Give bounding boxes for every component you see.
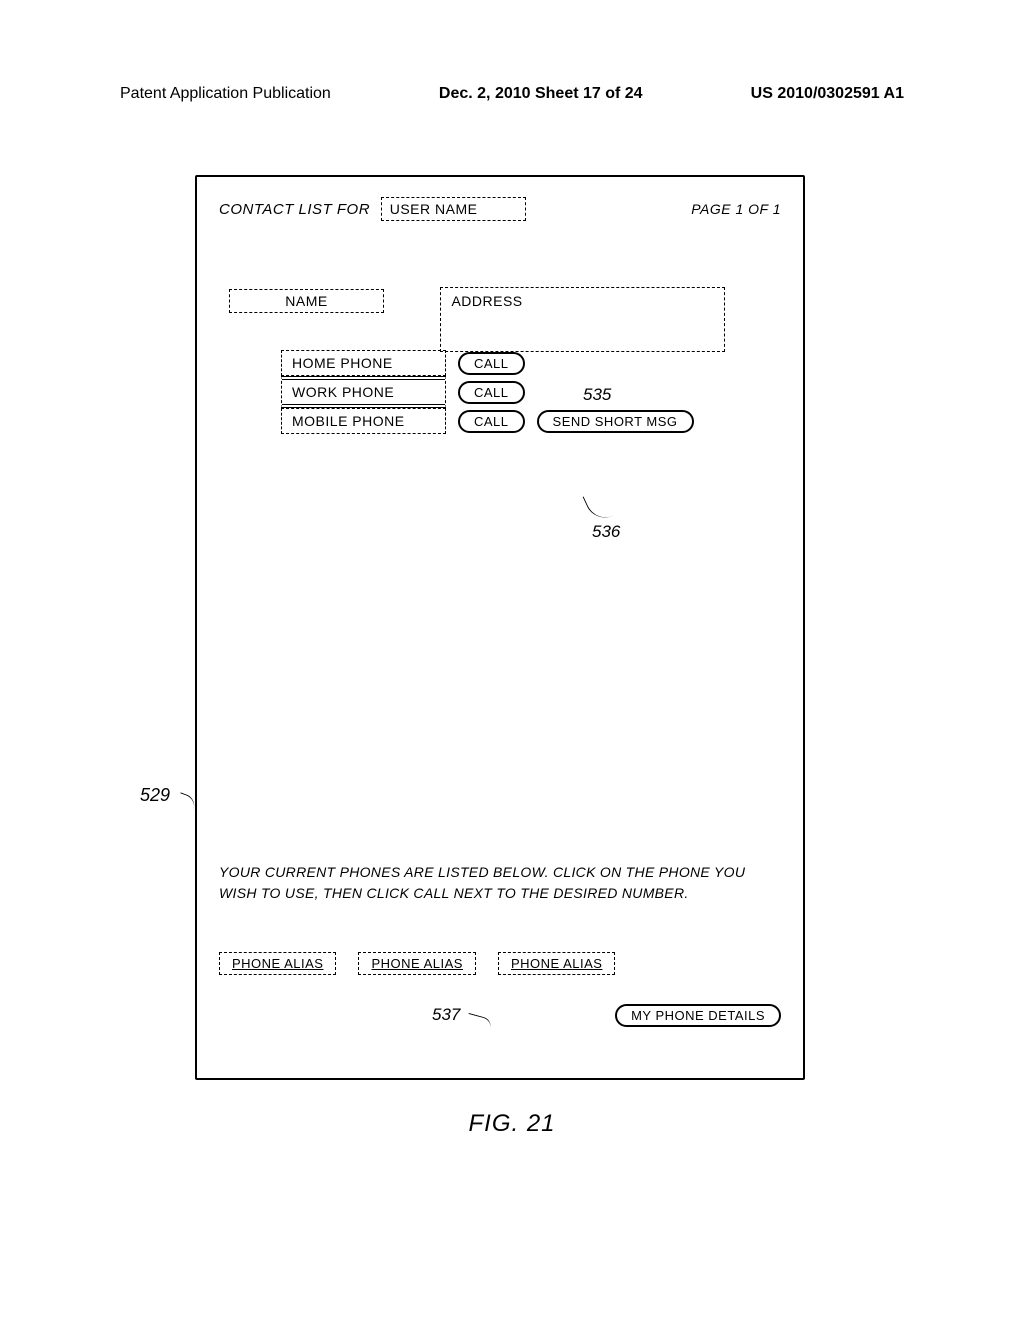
callout-529: 529 [140,785,170,806]
home-phone-field[interactable]: HOME PHONE [281,350,446,376]
leader-536 [583,480,632,524]
call-mobile-button[interactable]: CALL [458,410,525,433]
work-phone-field[interactable]: WORK PHONE [281,376,446,408]
title-row: CONTACT LIST FOR USER NAME [219,197,526,221]
mobile-phone-field[interactable]: MOBILE PHONE [281,408,446,434]
ui-frame: CONTACT LIST FOR USER NAME PAGE 1 OF 1 N… [195,175,805,1080]
page-header: Patent Application Publication Dec. 2, 2… [0,85,1024,103]
callout-536: 536 [592,522,620,542]
phone-rows: HOME PHONE CALL WORK PHONE CALL MOBILE P… [281,350,725,434]
send-sms-button[interactable]: SEND SHORT MSG [537,410,694,433]
callout-535: 535 [583,385,611,405]
contact-address-field[interactable]: ADDRESS [440,287,725,352]
phone-row-home: HOME PHONE CALL [281,350,725,376]
header-patent-number: US 2010/0302591 A1 [751,85,904,103]
figure-label: FIG. 21 [0,1110,1024,1138]
phone-row-work: WORK PHONE CALL [281,376,725,408]
details-row: MY PHONE DETAILS [615,1007,781,1025]
header-date-sheet: Dec. 2, 2010 Sheet 17 of 24 [439,85,643,103]
contact-name-field[interactable]: NAME [229,289,384,313]
call-work-button[interactable]: CALL [458,381,525,404]
page-indicator: PAGE 1 OF 1 [691,201,781,217]
callout-537: 537 [432,1005,460,1025]
header-publication: Patent Application Publication [120,85,331,103]
phone-alias-3[interactable]: PHONE ALIAS [498,952,615,975]
frame-header: CONTACT LIST FOR USER NAME PAGE 1 OF 1 [219,197,781,221]
contact-list-label: CONTACT LIST FOR [219,201,370,218]
phone-alias-2[interactable]: PHONE ALIAS [358,952,475,975]
user-name-field[interactable]: USER NAME [381,197,526,221]
my-phone-details-button[interactable]: MY PHONE DETAILS [615,1004,781,1027]
phone-row-mobile: MOBILE PHONE CALL SEND SHORT MSG [281,408,725,434]
contact-block: NAME ADDRESS HOME PHONE CALL WORK PHONE … [229,287,725,434]
call-home-button[interactable]: CALL [458,352,525,375]
instruction-text: YOUR CURRENT PHONES ARE LISTED BELOW. CL… [219,862,781,904]
alias-row: PHONE ALIAS PHONE ALIAS PHONE ALIAS [219,952,615,975]
phone-alias-1[interactable]: PHONE ALIAS [219,952,336,975]
